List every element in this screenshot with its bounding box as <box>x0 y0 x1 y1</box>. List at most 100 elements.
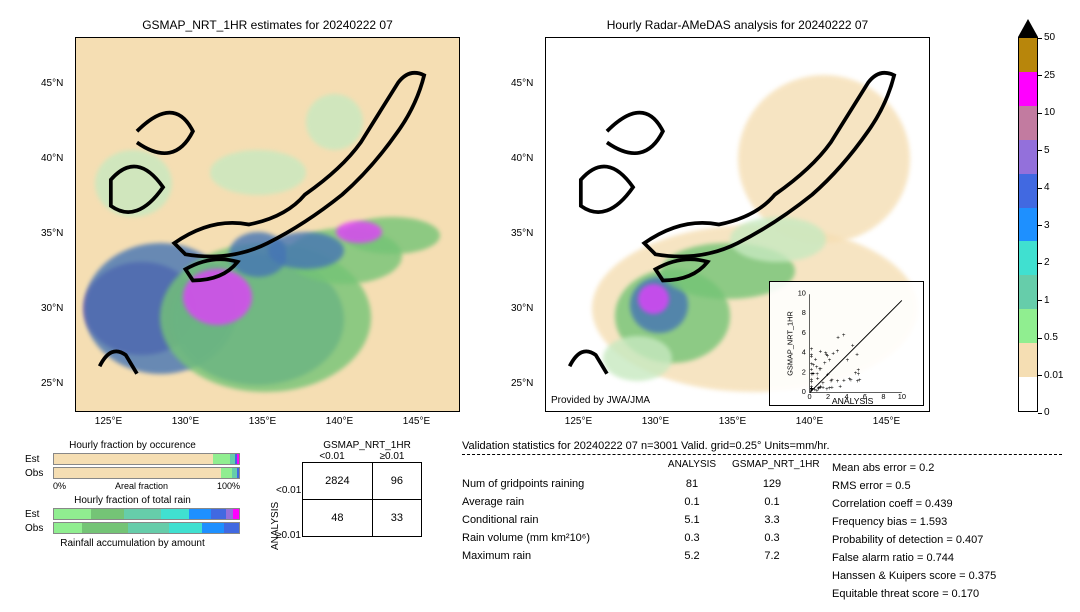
bar-segment <box>189 509 211 519</box>
stats-label: Conditional rain <box>462 514 652 526</box>
bar-segment <box>213 454 230 464</box>
x-tick: 145°E <box>873 416 900 427</box>
bar-segment <box>54 468 221 478</box>
stats-row: Conditional rain5.13.3 <box>462 511 822 529</box>
bar-segment <box>211 509 226 519</box>
svg-text:2: 2 <box>802 367 806 376</box>
svg-text:0: 0 <box>802 387 806 396</box>
metric-row: Hanssen & Kuipers score = 0.375 <box>832 567 1062 585</box>
stats-label: Average rain <box>462 496 652 508</box>
stats-divider <box>462 454 1062 455</box>
x-tick: 125°E <box>565 416 592 427</box>
bar-segment <box>237 454 239 464</box>
svg-text:2: 2 <box>826 392 830 401</box>
metric-val: 0.5 <box>895 480 910 492</box>
svg-text:+: + <box>836 334 840 341</box>
total-rain-title: Hourly fraction of total rain <box>25 495 240 506</box>
metric-label: False alarm ratio = <box>832 552 926 564</box>
svg-text:+: + <box>810 361 814 368</box>
metric-label: Frequency bias = <box>832 516 920 528</box>
metric-row: False alarm ratio = 0.744 <box>832 549 1062 567</box>
stats-table: ANALYSIS GSMAP_NRT_1HR Num of gridpoints… <box>462 459 822 603</box>
cont-cell: 96 <box>372 463 421 500</box>
metric-label: RMS error = <box>832 480 895 492</box>
stats-row: Maximum rain5.27.2 <box>462 547 822 565</box>
metric-val: 0.375 <box>969 570 997 582</box>
x-tick: 140°E <box>796 416 823 427</box>
svg-text:+: + <box>842 332 846 339</box>
bar-segment <box>233 509 239 519</box>
stats-header: Validation statistics for 20240222 07 n=… <box>462 440 1062 452</box>
y-tick: 45°N <box>511 78 533 89</box>
stats-col2: GSMAP_NRT_1HR <box>732 459 820 470</box>
cont-cell: 2824 <box>303 463 373 500</box>
occurrence-title: Hourly fraction by occurence <box>25 440 240 451</box>
svg-text:10: 10 <box>798 289 806 298</box>
x-tick: 135°E <box>719 416 746 427</box>
svg-text:4: 4 <box>802 348 806 357</box>
svg-text:+: + <box>849 377 853 384</box>
metric-row: Equitable threat score = 0.170 <box>832 585 1062 603</box>
cont-ylabel: ANALYSIS <box>270 502 281 550</box>
bar-segment <box>82 523 128 533</box>
x-tick: 130°E <box>642 416 669 427</box>
bar-segment <box>161 509 189 519</box>
occ-obs-bar <box>53 467 240 479</box>
axis-max: 100% <box>217 481 240 491</box>
metric-val: 0.439 <box>925 498 953 510</box>
y-tick: 25°N <box>511 378 533 389</box>
colorbar-tick: 0.01 <box>1044 370 1080 381</box>
scatter-xlabel: ANALYSIS <box>832 396 874 405</box>
colorbar: 502510543210.50.010 <box>1018 37 1038 412</box>
x-tick: 130°E <box>172 416 199 427</box>
svg-text:10: 10 <box>898 392 906 401</box>
stats-val2: 129 <box>732 478 812 490</box>
bar-segment <box>224 523 239 533</box>
svg-text:+: + <box>857 371 861 378</box>
bar-segment <box>202 523 224 533</box>
axis-label: Areal fraction <box>115 481 168 491</box>
cont-cell: 48 <box>303 500 373 537</box>
stats-val1: 5.2 <box>652 550 732 562</box>
y-tick: 35°N <box>41 228 63 239</box>
y-tick: 40°N <box>511 153 533 164</box>
svg-text:+: + <box>828 357 832 364</box>
metric-row: RMS error = 0.5 <box>832 477 1062 495</box>
y-tick: 45°N <box>41 78 63 89</box>
stats-val1: 0.3 <box>652 532 732 544</box>
colorbar-tick: 5 <box>1044 145 1080 156</box>
metric-val: 0.744 <box>926 552 954 564</box>
svg-text:+: + <box>819 385 823 392</box>
bar-segment <box>221 468 232 478</box>
bar-segment <box>169 523 202 533</box>
y-tick: 35°N <box>511 228 533 239</box>
stats-val1: 81 <box>652 478 732 490</box>
accum-title: Rainfall accumulation by amount <box>25 538 240 549</box>
colorbar-tick: 50 <box>1044 32 1080 43</box>
stats-label: Rain volume (mm km²10⁶) <box>462 532 652 544</box>
occ-est-bar <box>53 453 240 465</box>
est-label: Est <box>25 454 53 465</box>
y-tick: 30°N <box>511 303 533 314</box>
gsmap-panel: GSMAP_NRT_1HR estimates for 20240222 07 … <box>75 37 460 412</box>
radar-panel: Hourly Radar-AMeDAS analysis for 2024022… <box>545 37 930 412</box>
colorbar-tick: 0 <box>1044 407 1080 418</box>
colorbar-tick: 25 <box>1044 70 1080 81</box>
metric-val: 0.407 <box>956 534 984 546</box>
svg-text:+: + <box>810 353 814 360</box>
rain-obs-bar <box>53 522 240 534</box>
stats-label: Maximum rain <box>462 550 652 562</box>
stats-val1: 0.1 <box>652 496 732 508</box>
obs-label-2: Obs <box>25 523 53 534</box>
svg-text:+: + <box>856 378 860 385</box>
bar-segment <box>54 454 213 464</box>
bar-segment <box>237 468 239 478</box>
svg-text:6: 6 <box>802 328 806 337</box>
bar-segment <box>226 509 233 519</box>
stats-val2: 3.3 <box>732 514 812 526</box>
metric-row: Frequency bias = 1.593 <box>832 513 1062 531</box>
cont-header: GSMAP_NRT_1HR <box>302 440 432 451</box>
stats-val2: 0.3 <box>732 532 812 544</box>
svg-text:+: + <box>823 360 827 367</box>
metric-label: Mean abs error = <box>832 462 919 474</box>
